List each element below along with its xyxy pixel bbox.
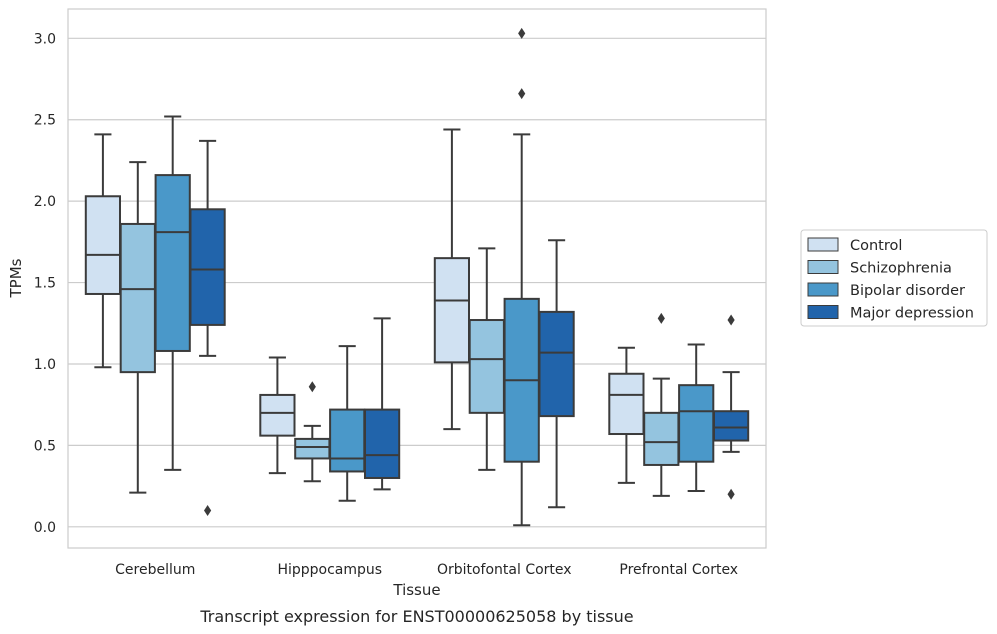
legend-swatch	[807, 282, 839, 297]
box-control	[433, 128, 471, 431]
box-iqr	[643, 411, 680, 466]
box-schizophrenia	[643, 312, 680, 497]
x-tick-labels: Cerebellum Hipppocampus Orbitofontal Corte…	[115, 562, 738, 578]
y-tick-label: 2.0	[34, 194, 56, 210]
box-bipolar-disorder	[503, 27, 540, 527]
outlier-point	[657, 312, 665, 324]
x-tick-label: Prefrontal Cortex	[619, 562, 738, 578]
box-iqr	[189, 208, 226, 326]
outlier-point	[727, 314, 735, 326]
box-iqr	[259, 393, 296, 437]
box-bipolar-disorder	[678, 343, 715, 493]
box-major-depression	[538, 239, 575, 509]
box-schizophrenia	[468, 247, 505, 471]
box-iqr	[712, 410, 750, 442]
y-axis-label: TPMs	[7, 258, 25, 298]
legend-frame	[800, 229, 988, 327]
chart-caption: Transcript expression for ENST0000062505…	[199, 607, 633, 626]
outlier-point	[308, 381, 316, 393]
box-iqr	[363, 408, 401, 479]
box-iqr	[608, 372, 645, 436]
box-groups	[84, 27, 750, 527]
x-tick-label: Orbitofontal Cortex	[437, 562, 572, 578]
outlier-point	[727, 488, 735, 500]
box-group-0	[84, 115, 226, 517]
box-group-3	[608, 312, 750, 500]
x-axis-label: Tissue	[392, 581, 440, 599]
legend-label: Bipolar disorder	[850, 283, 965, 299]
box-iqr	[468, 319, 505, 414]
y-tick-label: 0.0	[34, 520, 56, 536]
box-group-1	[259, 317, 401, 502]
box-control	[84, 133, 122, 369]
x-tick-label: Hipppocampus	[277, 562, 382, 578]
box-schizophrenia	[119, 161, 156, 494]
box-control	[259, 356, 296, 475]
legend-swatch	[807, 260, 839, 274]
box-iqr	[119, 222, 156, 374]
box-iqr	[433, 257, 471, 364]
box-schizophrenia	[294, 381, 331, 483]
box-iqr	[678, 384, 715, 463]
y-tick-label: 1.5	[34, 276, 56, 292]
box-control	[608, 346, 645, 484]
box-major-depression	[363, 317, 401, 491]
legend-label: Control	[850, 238, 902, 254]
box-group-2	[433, 27, 575, 527]
y-tick-label: 2.5	[34, 113, 56, 129]
legend-item-control: Control	[807, 237, 902, 254]
legend-item-major-depression: Major depression	[807, 305, 974, 322]
legend-item-schizophrenia: Schizophrenia	[807, 260, 952, 277]
outlier-point	[204, 505, 212, 517]
box-bipolar-disorder	[329, 345, 366, 502]
plot-frame	[67, 8, 767, 549]
y-tick-label: 1.0	[34, 357, 56, 373]
box-iqr	[294, 437, 331, 460]
box-major-depression	[189, 139, 226, 517]
y-tick-label: 3.0	[34, 31, 56, 47]
outlier-point	[518, 88, 526, 100]
legend: Control Schizophrenia Bipolar disorder Majo…	[800, 229, 988, 327]
legend-swatch	[807, 305, 839, 319]
outlier-point	[518, 27, 526, 39]
box-iqr	[329, 408, 366, 473]
legend-item-bipolar-disorder: Bipolar disorder	[807, 282, 965, 299]
box-iqr	[538, 310, 575, 418]
x-tick-label: Cerebellum	[115, 562, 195, 578]
box-iqr	[154, 174, 191, 352]
y-tick-label: 0.5	[34, 438, 56, 454]
box-iqr	[84, 195, 122, 295]
box-major-depression	[712, 314, 750, 500]
legend-label: Major depression	[850, 306, 974, 322]
box-bipolar-disorder	[154, 115, 191, 471]
y-tick-labels: 0.0 0.5 1.0 1.5 2.0 2.5 3.0	[34, 31, 56, 536]
legend-label: Schizophrenia	[850, 261, 952, 277]
legend-swatch	[807, 237, 839, 252]
